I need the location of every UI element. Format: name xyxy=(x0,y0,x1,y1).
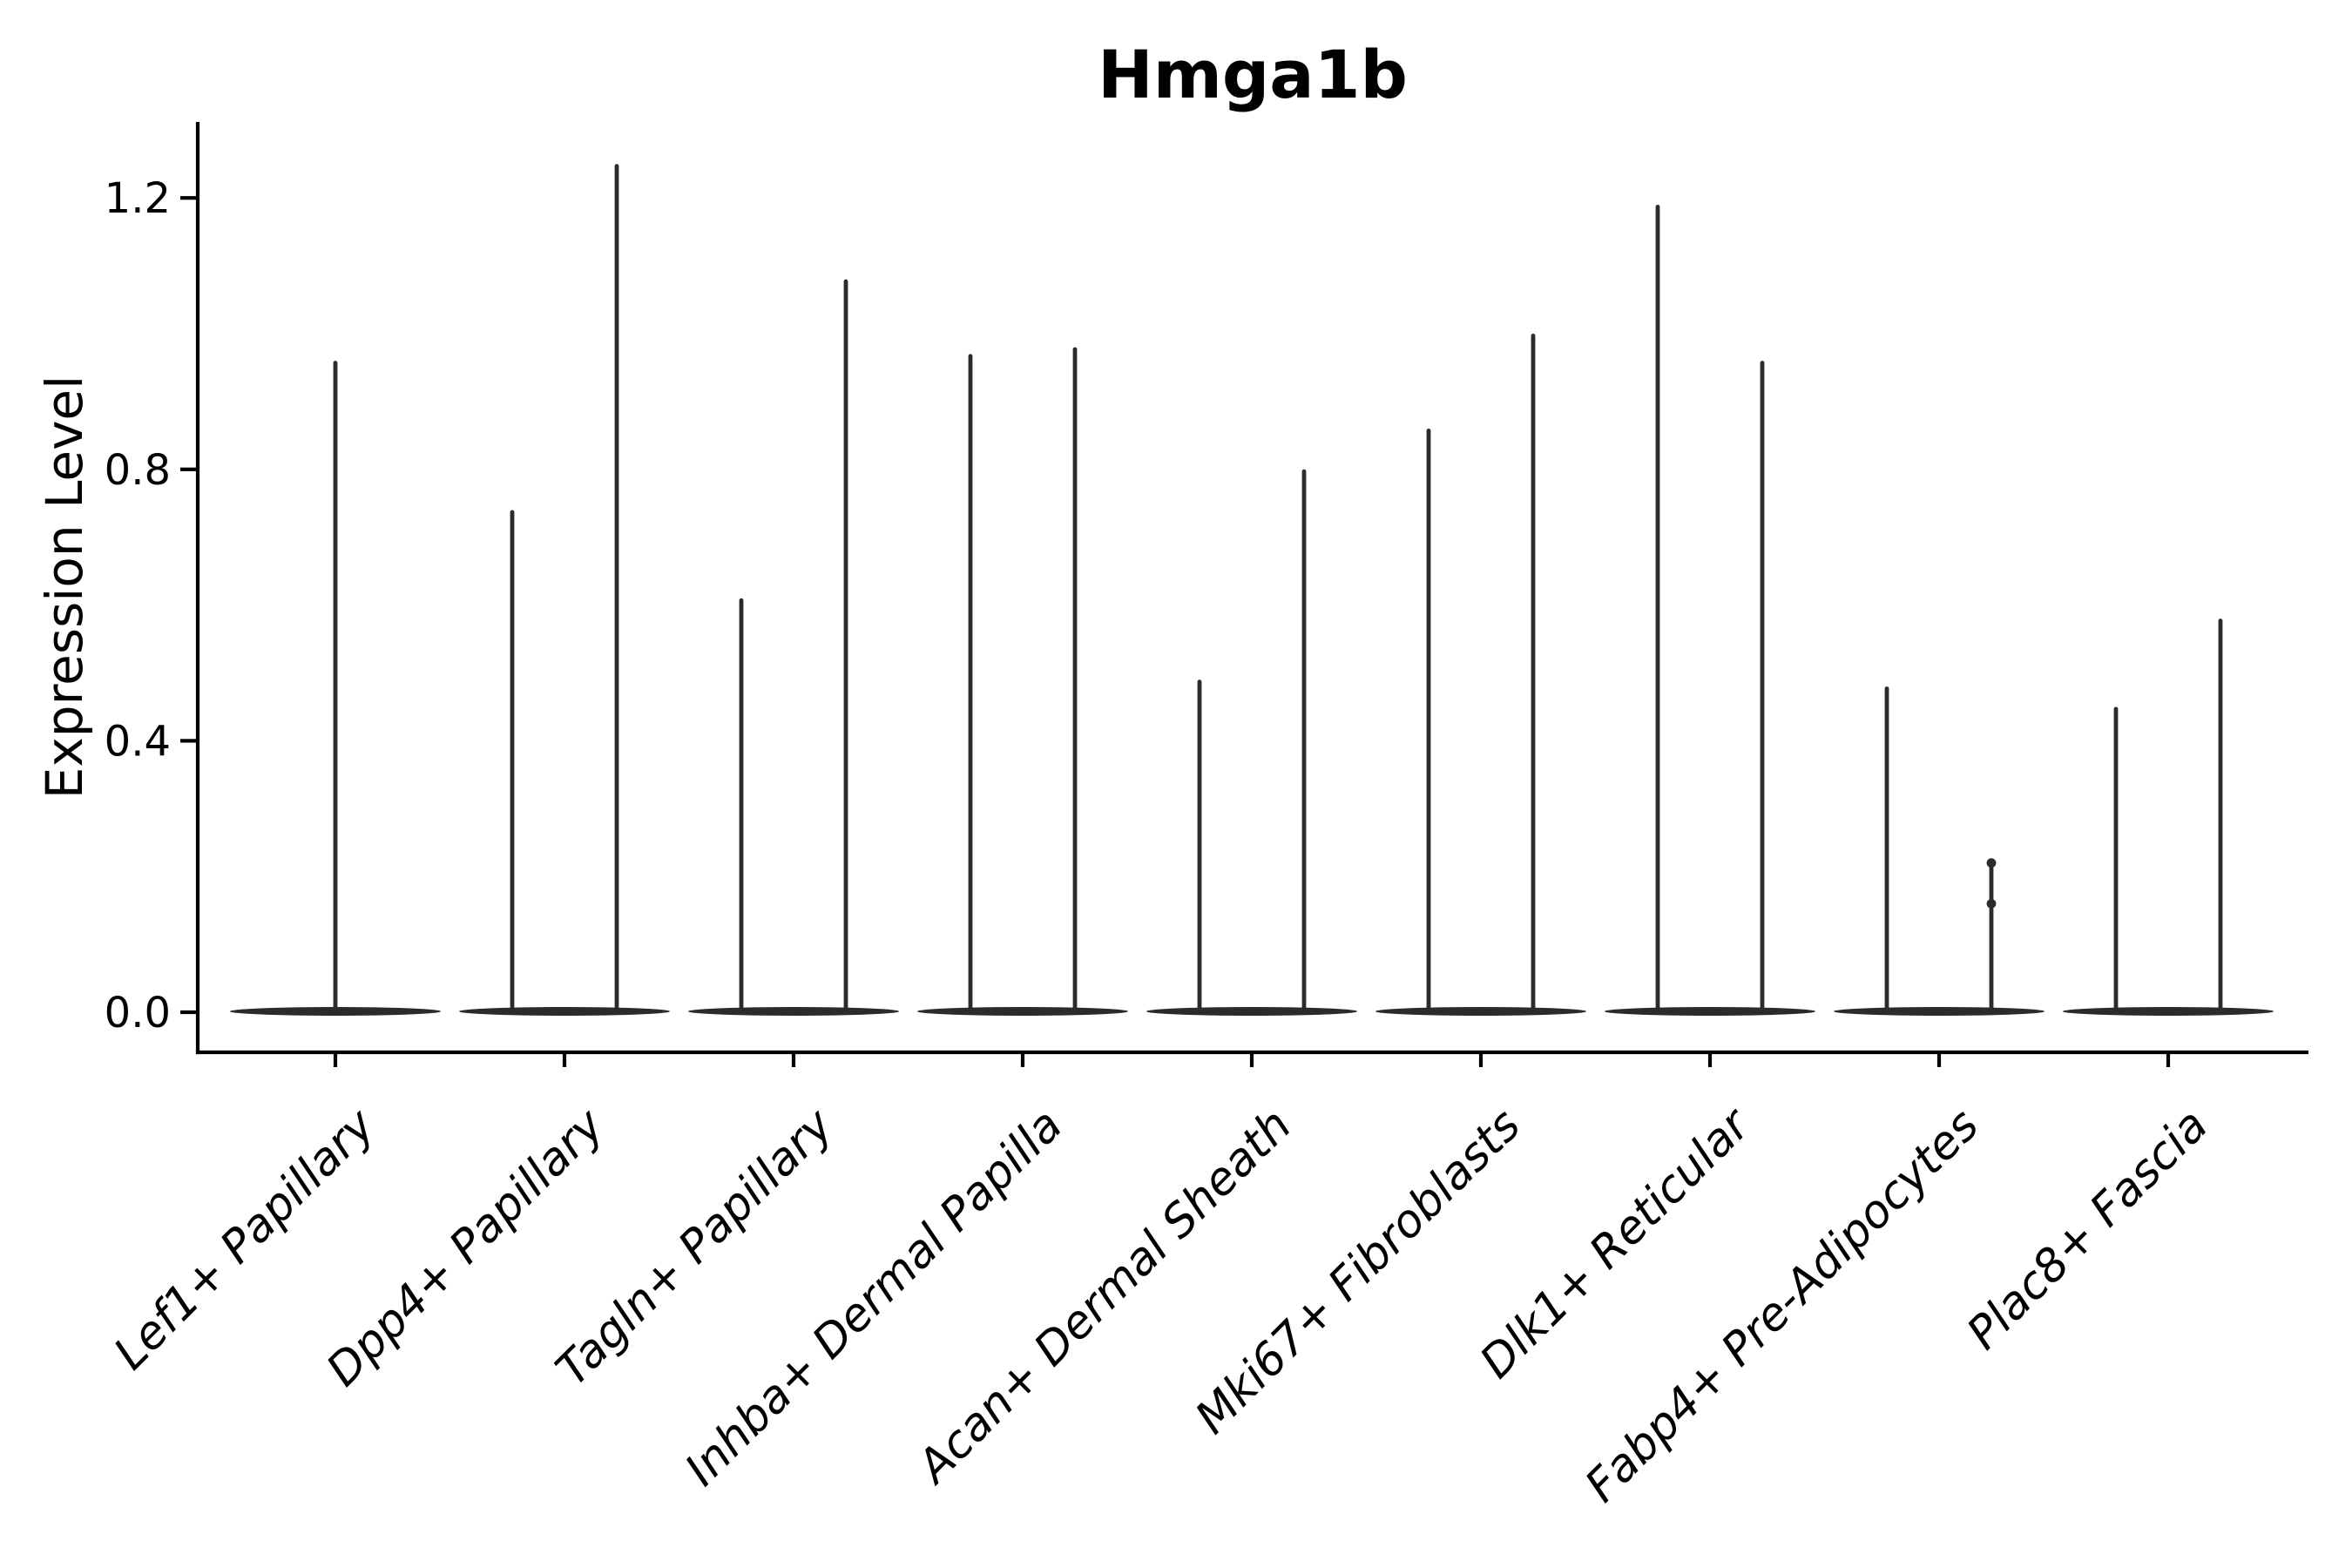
violin-spike xyxy=(968,354,973,1011)
violin-body xyxy=(1146,1007,1357,1016)
y-tick-label: 0.0 xyxy=(105,989,171,1037)
violin-spike xyxy=(1760,361,1765,1011)
violin-spike xyxy=(1884,686,1889,1011)
violin-body xyxy=(1834,1007,2044,1016)
violin-spike xyxy=(1197,679,1202,1011)
violin-body xyxy=(459,1007,670,1016)
violin-spike xyxy=(843,279,848,1011)
violin-spike xyxy=(1531,334,1536,1011)
x-tick-mark xyxy=(1936,1052,1942,1067)
violin-spike xyxy=(614,164,619,1011)
violins xyxy=(230,164,2274,1016)
violin-spike xyxy=(333,361,338,1011)
violin-spike xyxy=(739,598,744,1011)
x-tick-label: Acan+ Dermal Sheath xyxy=(906,1099,1301,1495)
y-axis-label: Expression Level xyxy=(35,375,94,799)
y-tick-label: 1.2 xyxy=(105,174,171,223)
x-tick-mark xyxy=(1020,1052,1025,1067)
violin-body xyxy=(1375,1007,1586,1016)
x-tick-mark xyxy=(791,1052,796,1067)
x-tick-mark xyxy=(562,1052,567,1067)
x-tick-mark xyxy=(2166,1052,2171,1067)
x-tick-mark xyxy=(1249,1052,1254,1067)
x-tick-label: Inhba+ Dermal Papilla xyxy=(675,1099,1072,1497)
y-tick-label: 0.4 xyxy=(105,717,171,766)
violin-body xyxy=(2063,1007,2274,1016)
violin-point xyxy=(1986,898,1997,909)
left-spine xyxy=(195,122,200,1055)
y-tick-mark xyxy=(180,196,198,200)
violin-spike xyxy=(2113,706,2119,1011)
violin-spike xyxy=(1301,469,1307,1011)
chart-title: Hmga1b xyxy=(1098,36,1408,113)
violin-spike xyxy=(1989,862,1994,1011)
violin-spike xyxy=(1655,204,1660,1012)
violin-point xyxy=(1986,858,1997,868)
violin-spike xyxy=(1426,429,1431,1011)
violin-body xyxy=(688,1007,899,1016)
y-tick-mark xyxy=(180,467,198,471)
x-tick-mark xyxy=(333,1052,338,1067)
y-tick-labels: 0.0 0.4 0.8 1.2 xyxy=(105,174,171,1037)
y-tick-mark xyxy=(180,739,198,743)
x-tick-label: Fabp4+ Pre-Adipocytes xyxy=(1576,1099,1990,1513)
violin-spike xyxy=(510,510,515,1011)
violin-spike xyxy=(1072,347,1078,1012)
y-tick-mark xyxy=(180,1010,198,1015)
axes xyxy=(180,122,2309,1067)
x-tick-mark xyxy=(1707,1052,1713,1067)
violin-spike xyxy=(2218,618,2223,1011)
violin-body xyxy=(917,1007,1128,1016)
violin-body xyxy=(1605,1007,1815,1016)
y-tick-label: 0.8 xyxy=(105,446,171,495)
x-tick-label: Plac8+ Fascia xyxy=(1957,1099,2218,1360)
x-tick-mark xyxy=(1478,1052,1484,1067)
